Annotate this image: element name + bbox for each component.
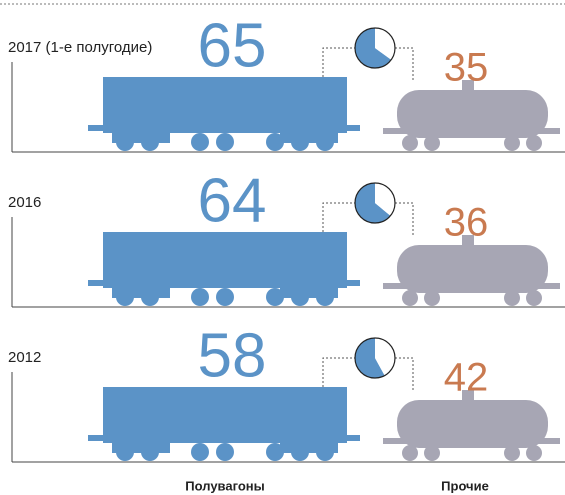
wheel <box>266 133 284 151</box>
bogie <box>280 288 338 298</box>
wheel <box>216 288 234 306</box>
wheel <box>526 290 542 306</box>
wheel <box>191 443 209 461</box>
tank-frame <box>383 128 560 134</box>
legend-label: Прочие <box>441 478 489 493</box>
wheel <box>402 445 418 461</box>
year-label: 2017 (1-е полугодие) <box>8 39 152 56</box>
connector <box>395 202 414 237</box>
connector <box>395 357 414 392</box>
pie-slice <box>375 338 395 376</box>
gondola-frame <box>88 435 360 441</box>
bogie <box>280 133 338 143</box>
gondola-frame <box>88 125 360 131</box>
pie-slice <box>355 28 392 69</box>
connector <box>322 202 355 232</box>
wheel <box>504 135 520 151</box>
year-label: 2012 <box>8 349 41 366</box>
wheel <box>266 443 284 461</box>
value-label: 65 <box>198 11 267 80</box>
tank-body <box>397 245 548 293</box>
wheel <box>504 445 520 461</box>
pie-outline <box>354 337 396 379</box>
bogie <box>112 288 170 298</box>
tank-dome <box>462 235 474 247</box>
wheel <box>504 290 520 306</box>
wheel <box>191 133 209 151</box>
value-label: 35 <box>444 46 489 90</box>
gondola-body <box>103 387 347 443</box>
wheel <box>424 445 440 461</box>
row: 2017 (1-е полугодие) 65 35 <box>8 11 565 153</box>
gondola-body <box>103 77 347 133</box>
bogie <box>280 443 338 453</box>
tank-frame <box>383 438 560 444</box>
wheel <box>402 135 418 151</box>
row: 2016 64 36 <box>8 166 565 308</box>
wheel <box>526 445 542 461</box>
bogie <box>112 443 170 453</box>
pie-outline <box>354 27 396 69</box>
wheel <box>216 443 234 461</box>
wheel <box>424 290 440 306</box>
gondola-body <box>103 232 347 288</box>
row: 2012 58 42 <box>8 321 565 463</box>
value-label: 42 <box>444 356 489 400</box>
pie-slice <box>355 338 385 378</box>
wheel <box>266 288 284 306</box>
pie-outline <box>354 182 396 224</box>
connector <box>322 47 355 77</box>
value-label: 64 <box>198 166 267 235</box>
wheel <box>526 135 542 151</box>
tank-body <box>397 90 548 138</box>
tank-dome <box>462 390 474 402</box>
connector <box>322 357 355 387</box>
tank-dome <box>462 80 474 92</box>
legend-label: Полувагоны <box>185 478 264 493</box>
wheel <box>424 135 440 151</box>
wheel <box>402 290 418 306</box>
tank-body <box>397 400 548 448</box>
value-label: 58 <box>198 321 267 390</box>
connector <box>395 47 414 82</box>
wheel <box>191 288 209 306</box>
wheel <box>216 133 234 151</box>
year-label: 2016 <box>8 194 41 211</box>
bogie <box>112 133 170 143</box>
pie-slice <box>375 183 396 216</box>
value-label: 36 <box>444 201 489 245</box>
pie-slice <box>355 183 391 223</box>
tank-frame <box>383 283 560 289</box>
pie-slice <box>375 28 395 60</box>
gondola-frame <box>88 280 360 286</box>
